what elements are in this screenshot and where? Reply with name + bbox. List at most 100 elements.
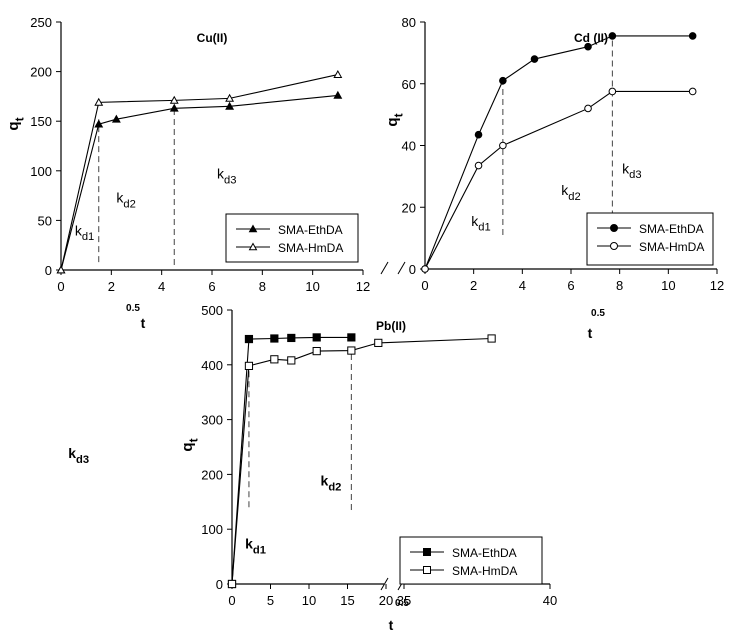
x-tick-label: 10 xyxy=(302,593,316,608)
x-tick-label: 10 xyxy=(661,278,675,293)
data-point xyxy=(347,346,356,355)
data-point xyxy=(421,265,429,273)
x-tick-label: 0 xyxy=(57,279,64,294)
x-tick-label: 0 xyxy=(421,278,428,293)
y-tick-label: 0 xyxy=(216,577,223,592)
data-point xyxy=(530,55,539,63)
axis-break-mark xyxy=(380,261,389,275)
y-tick-label: 250 xyxy=(30,15,52,30)
y-tick-label: 0 xyxy=(409,262,416,277)
data-point xyxy=(287,333,296,343)
legend-label: SMA-EthDA xyxy=(639,222,704,236)
data-point xyxy=(169,103,179,112)
rate-label-main: k xyxy=(622,160,630,176)
rate-label-sub: d2 xyxy=(123,198,135,210)
legend-label: SMA-EthDA xyxy=(452,546,517,560)
data-point xyxy=(270,355,279,364)
data-point xyxy=(56,265,66,274)
y-axis-label: qt xyxy=(384,113,405,126)
legend: SMA-EthDA SMA-HmDA xyxy=(225,213,359,263)
rate-label: kd3 xyxy=(622,160,641,181)
x-tick-label: 35 xyxy=(397,593,411,608)
data-point xyxy=(111,114,121,123)
y-tick-label: 60 xyxy=(402,77,416,92)
y-tick-label: 20 xyxy=(402,200,416,215)
rate-label-main: k xyxy=(75,222,83,238)
series-line xyxy=(60,94,338,271)
legend-box xyxy=(225,213,359,263)
y-tick-label: 300 xyxy=(201,413,223,428)
x-tick-label: 10 xyxy=(305,279,319,294)
x-tick-label: 12 xyxy=(356,279,370,294)
chart-title: Cu(II) xyxy=(197,31,228,45)
data-point xyxy=(169,95,179,104)
chart-pb: 0 5 10 15 20 35 400100200300400500t0.5qtPb(II)… xyxy=(68,261,557,633)
chart-title: Cd (II) xyxy=(574,31,608,45)
y-tick-label: 150 xyxy=(30,114,52,129)
data-point xyxy=(584,104,592,113)
rate-label: kd3 xyxy=(217,166,236,187)
data-point xyxy=(287,356,296,365)
rate-label-sub: d2 xyxy=(568,191,580,203)
x-tick-label: 15 xyxy=(340,593,354,608)
rate-label-main: k xyxy=(68,445,76,461)
axis-break-mark xyxy=(397,261,406,275)
data-point xyxy=(499,76,507,85)
data-point xyxy=(608,87,617,96)
rate-label: kd1 xyxy=(75,222,94,243)
data-point xyxy=(499,141,507,150)
y-axis-label: qt xyxy=(179,438,200,451)
data-point xyxy=(333,90,343,99)
x-axis-label-superscript: 0.5 xyxy=(591,308,605,319)
rate-label-main: k xyxy=(561,182,569,198)
data-point xyxy=(225,101,235,110)
rate-label: kd2 xyxy=(116,190,135,211)
y-tick-label: 500 xyxy=(201,303,223,318)
data-point xyxy=(270,334,279,343)
y-tick-label: 200 xyxy=(30,65,52,80)
y-tick-label: 0 xyxy=(45,263,52,278)
data-point xyxy=(312,347,321,356)
x-axis-label: t xyxy=(389,617,394,633)
data-point xyxy=(474,161,483,170)
data-point xyxy=(333,69,343,78)
x-tick-label: 2 xyxy=(470,278,477,293)
y-tick-label: 100 xyxy=(201,522,223,537)
x-tick-label: 0 xyxy=(228,593,235,608)
legend: SMA-EthDA SMA-HmDA xyxy=(399,536,543,585)
x-tick-label: 40 xyxy=(543,593,557,608)
y-axis-label-main: q xyxy=(5,121,22,130)
data-point xyxy=(225,93,235,102)
data-point xyxy=(688,32,697,40)
legend-marker xyxy=(248,224,258,233)
y-tick-label: 40 xyxy=(402,139,416,154)
data-point xyxy=(94,119,104,128)
y-axis-label: qt xyxy=(5,117,26,130)
rate-label-sub: d3 xyxy=(629,169,641,181)
rate-label-main: k xyxy=(471,213,479,229)
x-axis-label-superscript: 0.5 xyxy=(395,598,409,609)
legend-marker xyxy=(423,548,431,556)
data-point xyxy=(94,97,104,106)
rate-label-sub: d2 xyxy=(328,481,341,493)
rate-label: kd1 xyxy=(471,213,490,234)
y-axis-label-sub: t xyxy=(12,117,26,121)
data-point xyxy=(227,579,237,589)
rate-label-sub: d3 xyxy=(76,454,89,466)
data-point xyxy=(584,42,592,51)
rate-label-sub: d1 xyxy=(253,544,266,556)
rate-label-sub: d1 xyxy=(478,222,490,234)
legend-box xyxy=(399,536,543,585)
y-axis-label-sub: t xyxy=(391,113,405,117)
chart-cu: 0 2 4 6 8 10 12050100150200250t0.5qtCu(II)kd1k… xyxy=(5,15,370,331)
legend-label: SMA-HmDA xyxy=(639,240,704,254)
x-tick-label: 4 xyxy=(519,278,526,293)
data-point xyxy=(374,338,383,347)
y-axis-label-main: q xyxy=(179,442,196,451)
x-axis-label: t xyxy=(141,315,146,331)
x-axis-label: t xyxy=(588,325,593,341)
rate-label: kd1 xyxy=(245,535,266,556)
x-tick-label: 5 xyxy=(267,593,274,608)
